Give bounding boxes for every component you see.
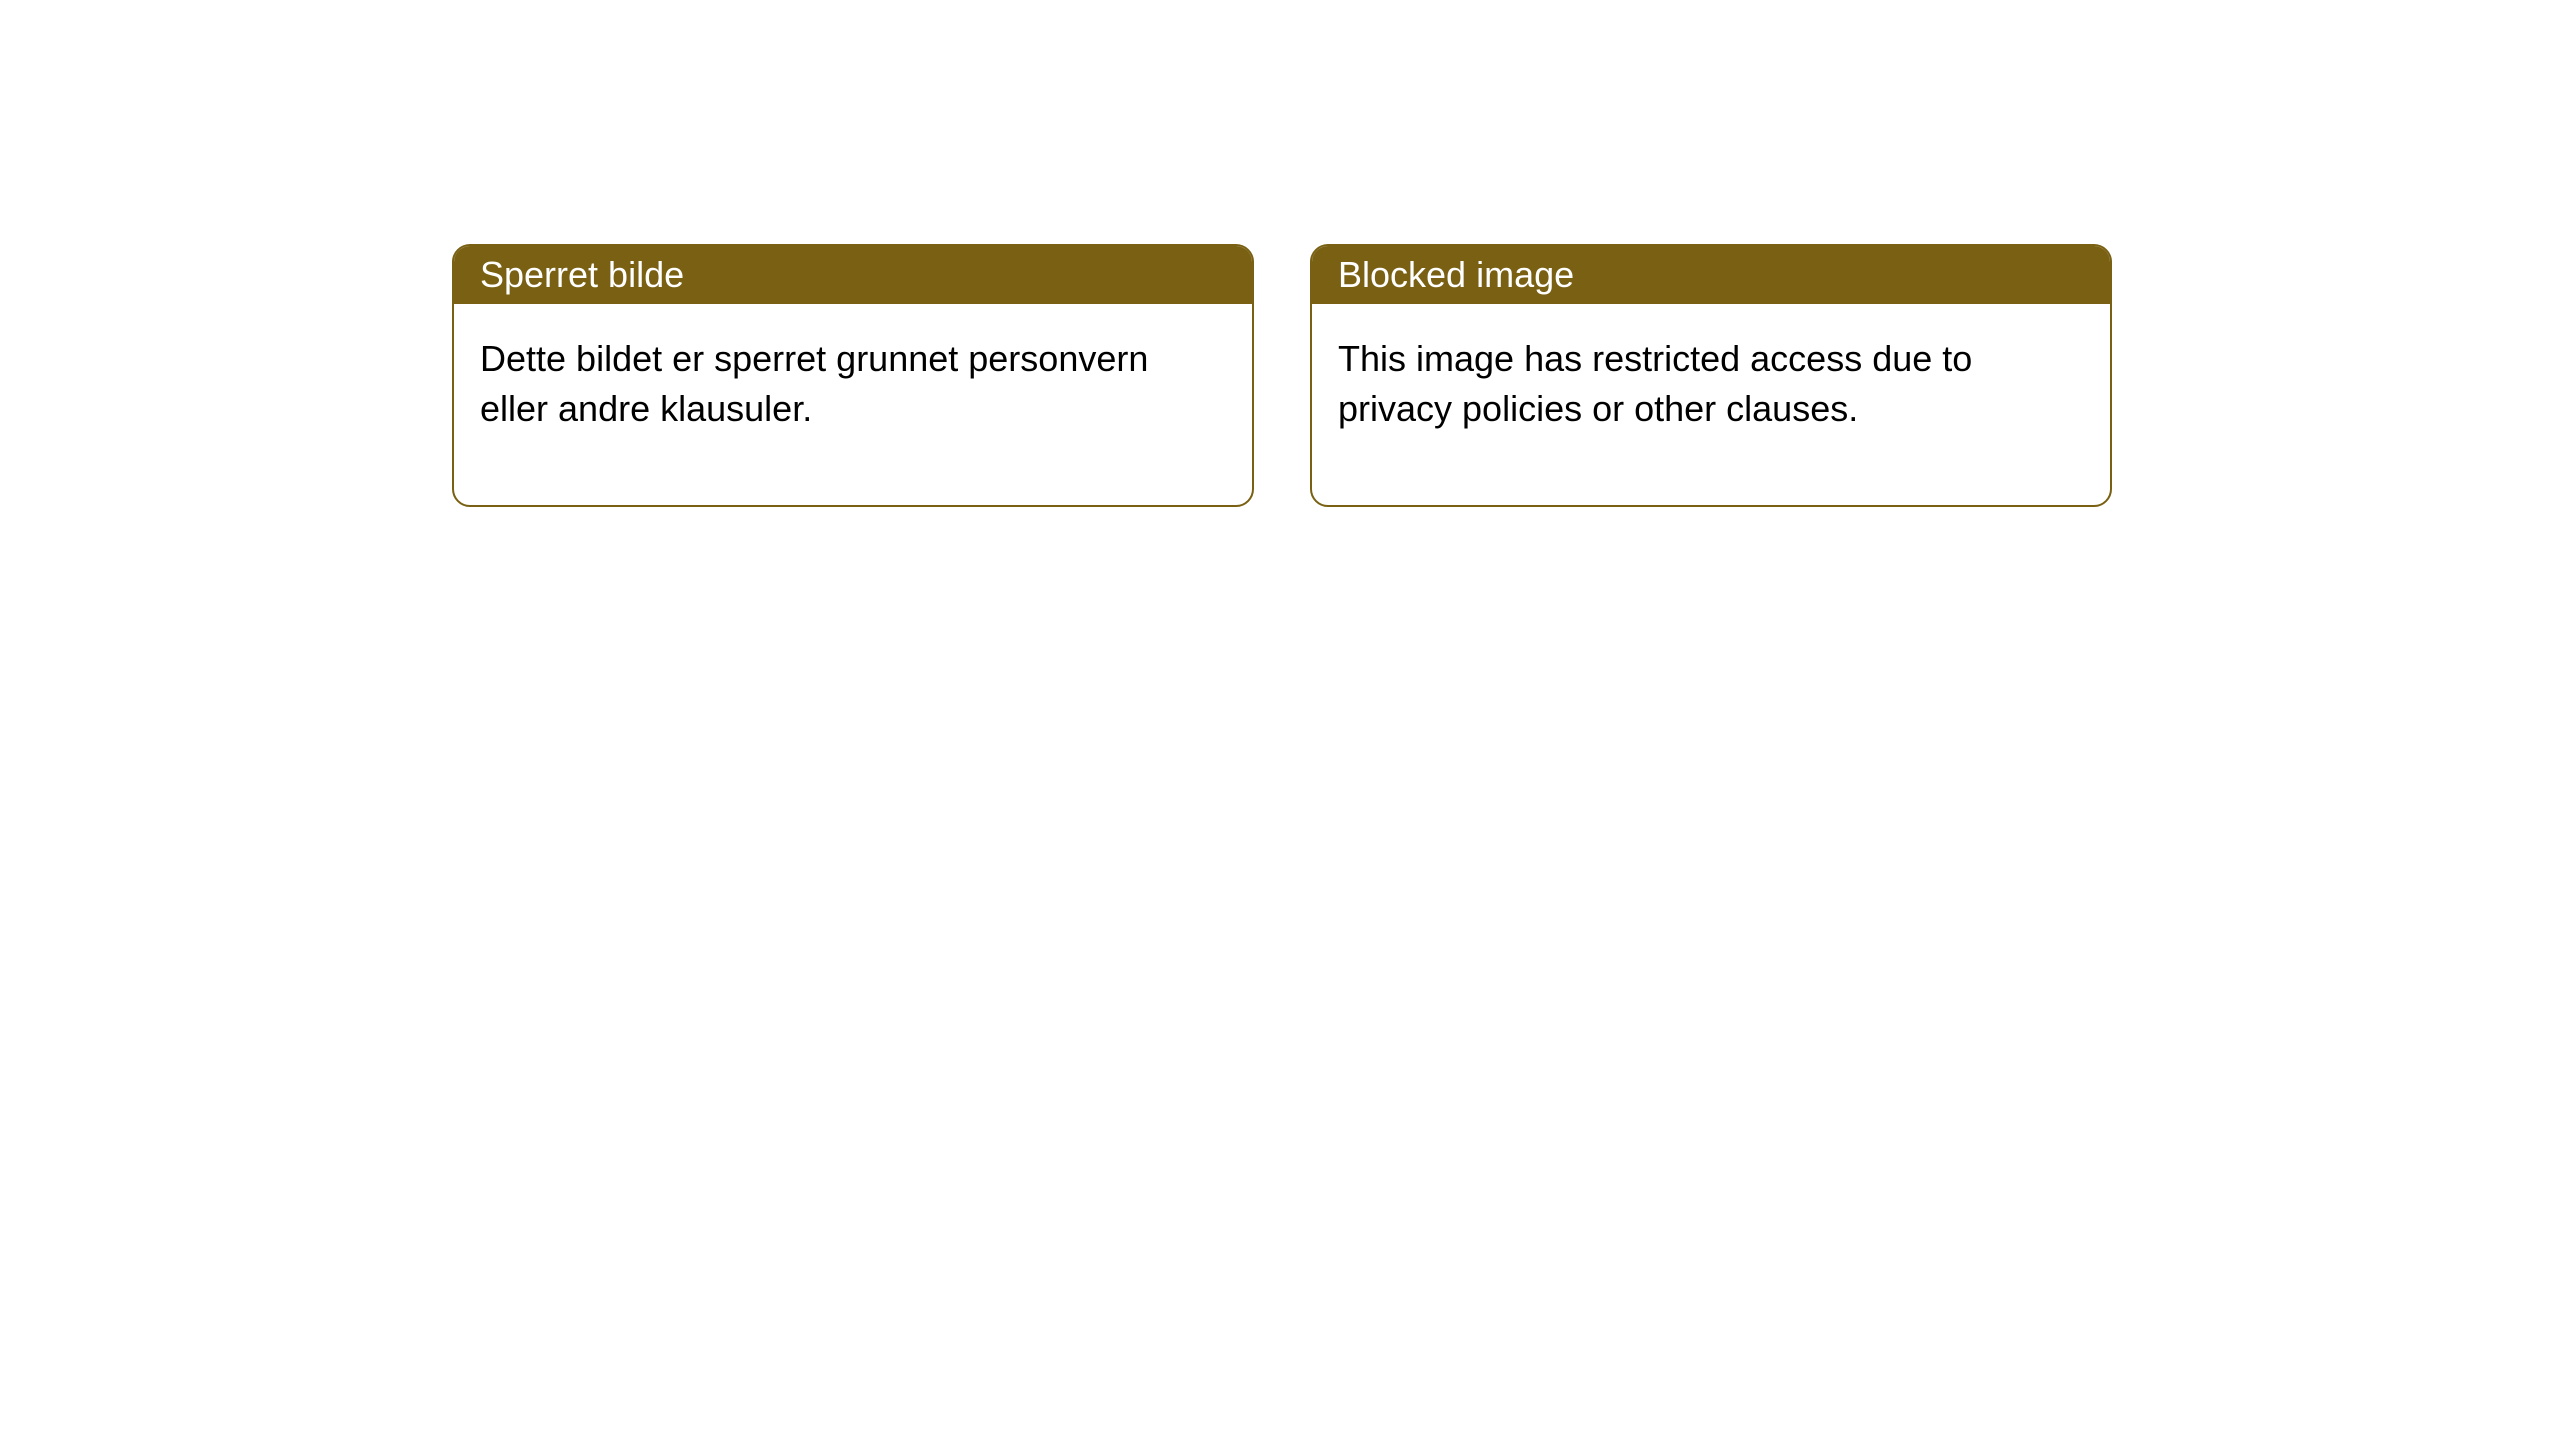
notice-container: Sperret bilde Dette bildet er sperret gr… [0,0,2560,507]
notice-body-text: Dette bildet er sperret grunnet personve… [480,338,1148,429]
notice-body: Dette bildet er sperret grunnet personve… [454,304,1252,505]
notice-body-text: This image has restricted access due to … [1338,338,1972,429]
notice-title: Blocked image [1338,254,1574,295]
notice-header: Blocked image [1312,246,2110,304]
notice-header: Sperret bilde [454,246,1252,304]
notice-box-norwegian: Sperret bilde Dette bildet er sperret gr… [452,244,1254,507]
notice-body: This image has restricted access due to … [1312,304,2110,505]
notice-title: Sperret bilde [480,254,684,295]
notice-box-english: Blocked image This image has restricted … [1310,244,2112,507]
